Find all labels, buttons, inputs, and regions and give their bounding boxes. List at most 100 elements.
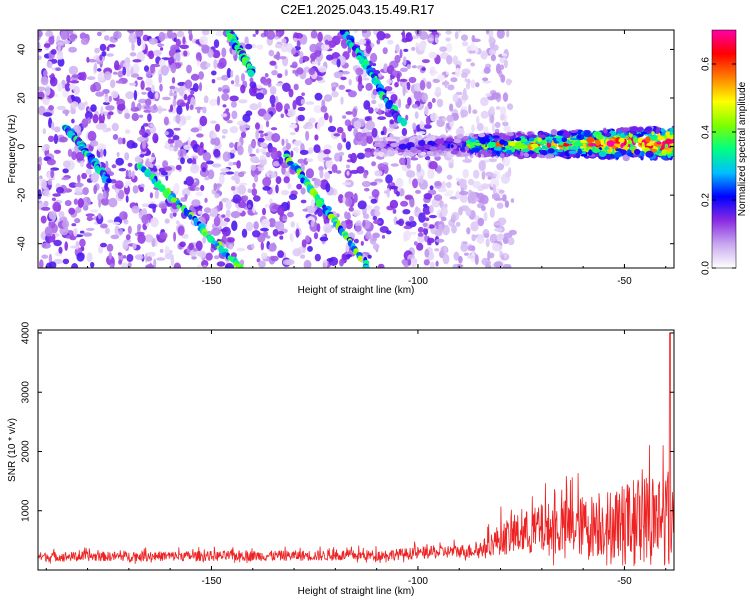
heatmap-cell [282,215,287,220]
heatmap-cell [164,218,170,224]
heatmap-cell [154,189,160,199]
heatmap-cell [197,145,205,156]
heatmap-cell [354,225,362,232]
heatmap-cell [184,79,193,89]
heatmap-cell [53,126,61,133]
heatmap-cell [174,139,183,148]
heatmap-cell [435,238,445,243]
heatmap-cell [446,174,453,180]
heatmap-cell [496,163,505,171]
heatmap-cell [374,170,383,177]
y-tick-label: 2000 [21,440,32,463]
heatmap-cell [274,43,283,49]
heatmap-cell [496,233,505,241]
heatmap-cell [207,169,215,180]
heatmap-cell [376,30,386,41]
heatmap-cell [231,110,238,120]
heatmap-band-cell [487,149,493,154]
heatmap-cell [472,38,481,43]
heatmap-band-cell [557,149,564,153]
heatmap-cell [502,156,511,167]
x-tick-label: -150 [201,276,221,287]
heatmap-streak-cell [358,57,365,65]
heatmap-cell [255,148,260,154]
heatmap-streak-cell [400,118,408,127]
heatmap-band-cell [462,153,469,156]
heatmap-cell [416,163,422,173]
heatmap-band-cell [588,143,597,147]
heatmap-cell [363,172,368,179]
heatmap-cell [120,262,129,268]
heatmap-cell [158,73,162,84]
heatmap-band-cell [479,137,487,145]
heatmap-cell [138,114,144,118]
heatmap-cell [389,199,399,209]
heatmap-cell [79,32,87,40]
heatmap-cell [418,212,426,223]
heatmap-cell [361,180,371,188]
heatmap-cell [114,188,120,194]
heatmap-cell [240,84,246,94]
heatmap-band-cell [398,143,408,150]
heatmap-cell [64,200,72,207]
heatmap-cell [216,76,223,81]
heatmap-cell [364,187,370,192]
heatmap-cell [191,255,197,260]
heatmap-cell [460,109,469,118]
heatmap-cell [53,133,59,145]
heatmap-band-cell [377,152,385,156]
heatmap-cell [46,158,56,166]
heatmap-cell [145,264,155,268]
heatmap-cell [426,81,432,89]
heatmap-cell [169,85,176,90]
heatmap-band-cell [469,138,476,143]
heatmap-cell [417,226,424,233]
heatmap-cell [324,171,331,180]
heatmap-cell [164,131,169,136]
heatmap-cell [424,248,430,258]
heatmap-cell [221,74,229,81]
heatmap-cell [201,30,210,36]
heatmap-cell [422,203,428,208]
heatmap-cell [111,122,119,132]
heatmap-cell [307,206,316,214]
heatmap-cell [121,137,126,145]
heatmap-cell [262,81,270,86]
heatmap-cell [423,227,429,236]
heatmap-cell [102,101,110,106]
heatmap-cell [108,252,113,260]
heatmap-cell [365,131,374,137]
heatmap-cell [277,73,283,79]
heatmap-cell [434,36,439,44]
heatmap-cell [158,31,166,42]
heatmap-cell [200,61,209,70]
heatmap-band-cell [499,139,506,145]
heatmap-cell [179,102,187,107]
heatmap-cell [407,258,412,266]
heatmap-band-cell [655,127,661,134]
heatmap-cell [317,31,323,43]
heatmap-cell [374,178,384,184]
heatmap-cell [344,211,348,220]
heatmap-band-cell [657,136,665,141]
heatmap-cell [450,77,458,83]
heatmap-cell [64,241,68,251]
heatmap-cell [199,250,206,259]
heatmap-cell [113,31,122,39]
snr-axes: -150 -100 -50 1000 2000 3000 4000 Height of str… [7,321,675,597]
heatmap-cell [136,76,143,80]
heatmap-cell [372,243,380,250]
heatmap-cell [482,80,492,84]
heatmap-cell [109,263,115,268]
heatmap-cell [284,69,288,77]
heatmap-cell [62,109,70,115]
heatmap-streak-cell [385,101,393,110]
heatmap-cell [293,140,303,147]
heatmap-cell [315,76,323,81]
heatmap-cell [319,236,329,242]
heatmap-band-cell [580,154,588,157]
heatmap-cell [100,197,110,206]
heatmap-cell [266,170,273,176]
heatmap-cell [264,204,270,208]
heatmap-cell [183,155,189,159]
